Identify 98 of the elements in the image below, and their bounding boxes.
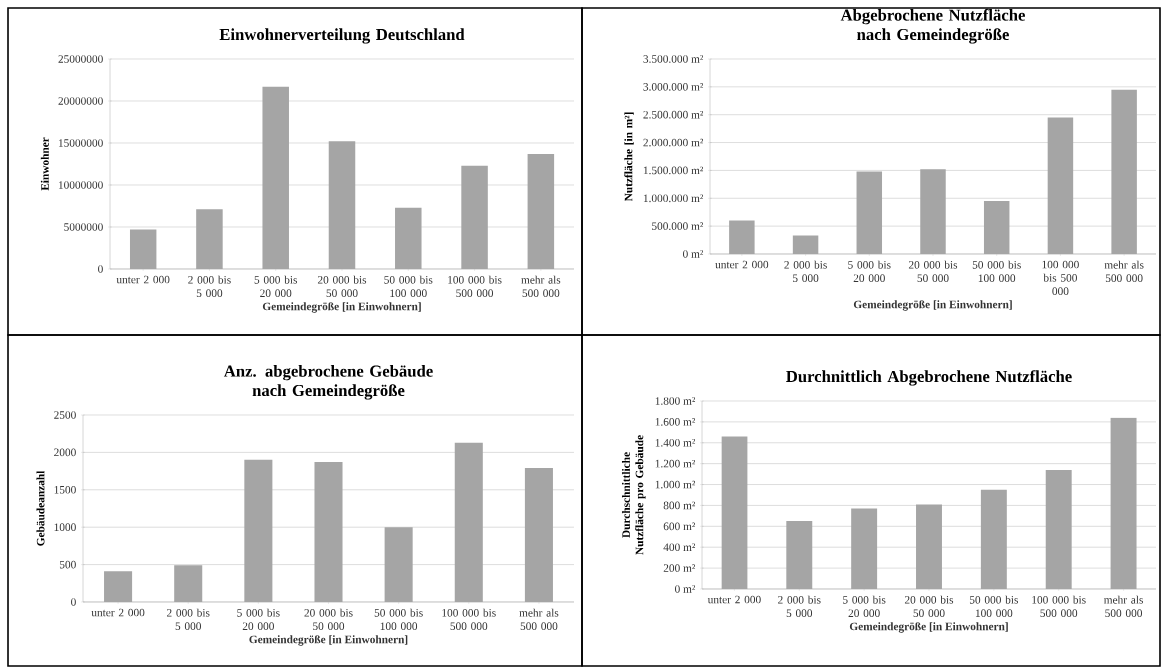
y-tick-label: 20000000 xyxy=(58,97,103,105)
y-tick-label: 1000 xyxy=(54,523,76,531)
chart-title: Einwohnerverteilung Deutschland xyxy=(219,28,465,44)
x-tick-label: unter 2 000 xyxy=(707,595,761,604)
y-tick-label: 1.400 m² xyxy=(655,438,696,447)
y-tick-label: 800 m² xyxy=(663,501,696,510)
bar xyxy=(792,235,819,254)
y-tick-label: 15000000 xyxy=(58,139,103,147)
y-tick-label: 3.500.000 m² xyxy=(643,55,704,63)
bar xyxy=(244,459,273,602)
y-tick-label: 200 m² xyxy=(663,564,696,572)
bar xyxy=(524,468,553,602)
x-tick-label: 2 000 bis 5 000 xyxy=(784,260,827,282)
bar xyxy=(721,436,748,589)
x-tick-label: 5 000 bis 20 000 xyxy=(237,608,280,630)
y-tick-label: 1.500.000 m² xyxy=(643,166,704,175)
y-tick-label: 1.600 m² xyxy=(655,418,696,426)
bar xyxy=(920,169,946,254)
bar xyxy=(328,141,356,269)
bar xyxy=(1111,89,1137,254)
x-tick-label: 20 000 bis 50 000 xyxy=(904,595,954,617)
bar xyxy=(454,442,483,602)
y-tick-label: 400 m² xyxy=(663,543,696,552)
x-tick-label: 20 000 bis 50 000 xyxy=(304,608,353,630)
bar xyxy=(1110,417,1137,589)
x-axis-title: Gemeindegröße [in Einwohnern] xyxy=(249,635,408,646)
x-tick-label: 5 000 bis 20 000 xyxy=(848,260,891,282)
y-tick-label: 0 xyxy=(71,598,76,606)
x-tick-label: 50 000 bis 100 000 xyxy=(972,260,1021,282)
y-tick-label: 1.800 m² xyxy=(655,397,696,405)
y-tick-label: 500.000 m² xyxy=(652,222,704,230)
y-tick-label: 1.000.000 m² xyxy=(643,194,704,203)
x-tick-label: unter 2 000 xyxy=(91,608,145,617)
x-tick-label: 20 000 bis 50 000 xyxy=(317,275,367,297)
x-tick-label: 100 000 bis 500 000 xyxy=(448,275,502,297)
y-axis-title: Gebäudeanzahl xyxy=(36,470,45,546)
x-tick-label: 2 000 bis 5 000 xyxy=(188,275,231,297)
y-tick-label: 3.000.000 m² xyxy=(643,83,704,91)
y-tick-label: 0 m² xyxy=(675,585,696,593)
chart-title: Abgebrochene Nutzfläche nach Gemeindegröße xyxy=(840,8,1025,44)
chart-title: Anz. abgebrochene Gebäude nach Gemeindegröße xyxy=(223,365,433,400)
y-axis-title: Einwohner xyxy=(40,137,49,191)
bar xyxy=(786,521,813,589)
bar xyxy=(1045,469,1072,589)
x-tick-label: 50 000 bis 100 000 xyxy=(374,608,423,630)
x-tick-label: mehr als 500 000 xyxy=(521,275,561,297)
x-tick-label: 5 000 bis 20 000 xyxy=(843,595,886,617)
x-tick-label: 100 000 bis 500 000 xyxy=(442,608,496,630)
x-tick-label: 50 000 bis 100 000 xyxy=(969,595,1018,617)
x-tick-label: mehr als 500 000 xyxy=(1103,595,1143,617)
y-tick-label: 500 xyxy=(59,560,76,569)
x-tick-label: mehr als 500 000 xyxy=(1104,260,1144,282)
y-tick-label: 1.200 m² xyxy=(655,459,696,468)
x-axis-title: Gemeindegröße [in Einwohnern] xyxy=(262,302,421,313)
y-axis-title: Nutzfläche [in m²] xyxy=(624,112,634,202)
y-tick-label: 25000000 xyxy=(58,55,103,63)
bar xyxy=(196,209,223,269)
chart-title: Durchnittlich Abgebrochene Nutzfläche xyxy=(786,370,1072,386)
bar xyxy=(1047,117,1074,254)
x-tick-label: 20 000 bis 50 000 xyxy=(908,260,958,282)
x-tick-label: 2 000 bis 5 000 xyxy=(167,608,210,630)
y-tick-label: 0 xyxy=(98,265,103,273)
x-tick-label: unter 2 000 xyxy=(715,260,769,269)
bar xyxy=(395,207,422,269)
bar xyxy=(104,571,133,602)
bar xyxy=(262,86,289,269)
y-tick-label: 600 m² xyxy=(663,522,696,531)
bar xyxy=(980,489,1007,589)
bar xyxy=(527,153,555,269)
x-tick-label: unter 2 000 xyxy=(116,275,170,284)
x-tick-label: mehr als 500 000 xyxy=(519,608,559,630)
x-tick-label: 50 000 bis 100 000 xyxy=(384,275,433,297)
bar xyxy=(916,504,942,589)
x-axis-title: Gemeindegröße [in Einwohnern] xyxy=(853,300,1012,311)
bar xyxy=(983,201,1010,254)
y-tick-label: 2500 xyxy=(54,411,76,419)
x-tick-label: 100 000 bis 500 000 xyxy=(1042,260,1079,296)
x-tick-label: 2 000 bis 5 000 xyxy=(778,595,821,617)
bar xyxy=(461,165,488,269)
y-tick-label: 5000000 xyxy=(64,223,103,231)
y-tick-label: 1.000 m² xyxy=(655,480,696,489)
y-tick-label: 1500 xyxy=(54,485,76,494)
y-tick-label: 2000 xyxy=(54,448,76,457)
x-axis-title: Gemeindegröße [in Einwohnern] xyxy=(849,622,1008,633)
x-tick-label: 5 000 bis 20 000 xyxy=(254,275,298,297)
bar xyxy=(729,220,755,254)
bar xyxy=(851,508,878,589)
bar xyxy=(314,462,343,602)
y-tick-label: 10000000 xyxy=(58,181,103,189)
bar xyxy=(129,229,157,269)
y-tick-label: 0 m² xyxy=(683,250,704,258)
y-tick-label: 2.000.000 m² xyxy=(643,138,704,147)
bar xyxy=(856,171,883,254)
x-tick-label: 100 000 bis 500 000 xyxy=(1032,595,1086,617)
y-tick-label: 2.500.000 m² xyxy=(643,110,704,119)
y-axis-title: Durchschnittliche Nutzfläche pro Gebäude xyxy=(621,435,646,555)
bar xyxy=(384,527,413,602)
bar xyxy=(174,565,203,602)
